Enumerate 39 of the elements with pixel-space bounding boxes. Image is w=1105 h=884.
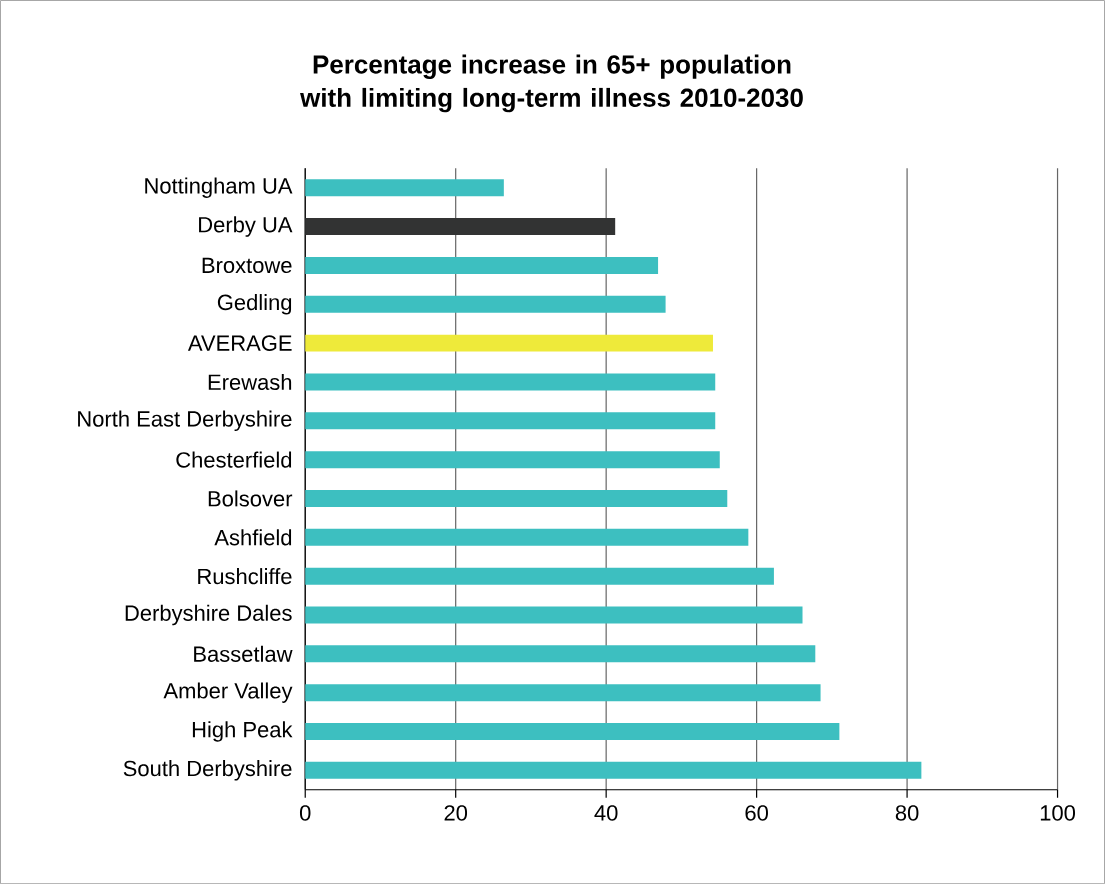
y-tick-label: Broxtowe <box>202 257 292 274</box>
y-tick-label: Erewash <box>208 373 292 390</box>
y-tick-label: Derby UA <box>199 216 293 237</box>
y-tick-label: Nottingham UA <box>145 177 293 198</box>
bar <box>305 489 728 507</box>
bar <box>305 606 803 624</box>
y-tick-label: Chesterfield <box>176 451 292 468</box>
y-tick-label: AVERAGE <box>187 335 292 351</box>
x-tick-label: 0 <box>299 805 311 821</box>
bar <box>305 451 720 469</box>
bar <box>305 218 616 235</box>
x-tick-label: 60 <box>745 805 768 821</box>
bar <box>305 373 716 391</box>
x-tick-label: 40 <box>594 805 618 821</box>
y-tick-label: Bassetlaw <box>194 645 293 662</box>
bar <box>305 722 840 740</box>
bar <box>305 334 713 352</box>
bar <box>305 684 821 702</box>
y-tick-label: Rushcliffe <box>198 568 292 585</box>
y-tick-label: Bolsover <box>208 490 293 507</box>
x-tick-label: 100 <box>1040 805 1076 821</box>
bar <box>305 761 922 779</box>
x-tick-label: 80 <box>895 805 919 821</box>
bar <box>305 179 504 197</box>
y-tick-label: North East Derbyshire <box>78 410 292 431</box>
bar <box>305 412 716 430</box>
bar <box>305 567 774 585</box>
bar <box>305 528 749 546</box>
y-tick-label: Amber Valley <box>163 682 293 703</box>
y-tick-label: South Derbyshire <box>123 760 292 781</box>
bar <box>305 256 659 274</box>
x-tick-label: 20 <box>444 805 468 821</box>
y-tick-label: Derbyshire Dales <box>125 604 292 626</box>
y-tick-label: High Peak <box>192 721 293 742</box>
y-tick-label: Gedling <box>217 293 292 315</box>
y-tick-label: Ashfield <box>214 529 292 546</box>
bar <box>305 295 666 313</box>
chart-title: Percentage increase in 65+ population with limiting long-term illness 2010-2030 <box>300 54 803 113</box>
bar <box>305 645 816 663</box>
